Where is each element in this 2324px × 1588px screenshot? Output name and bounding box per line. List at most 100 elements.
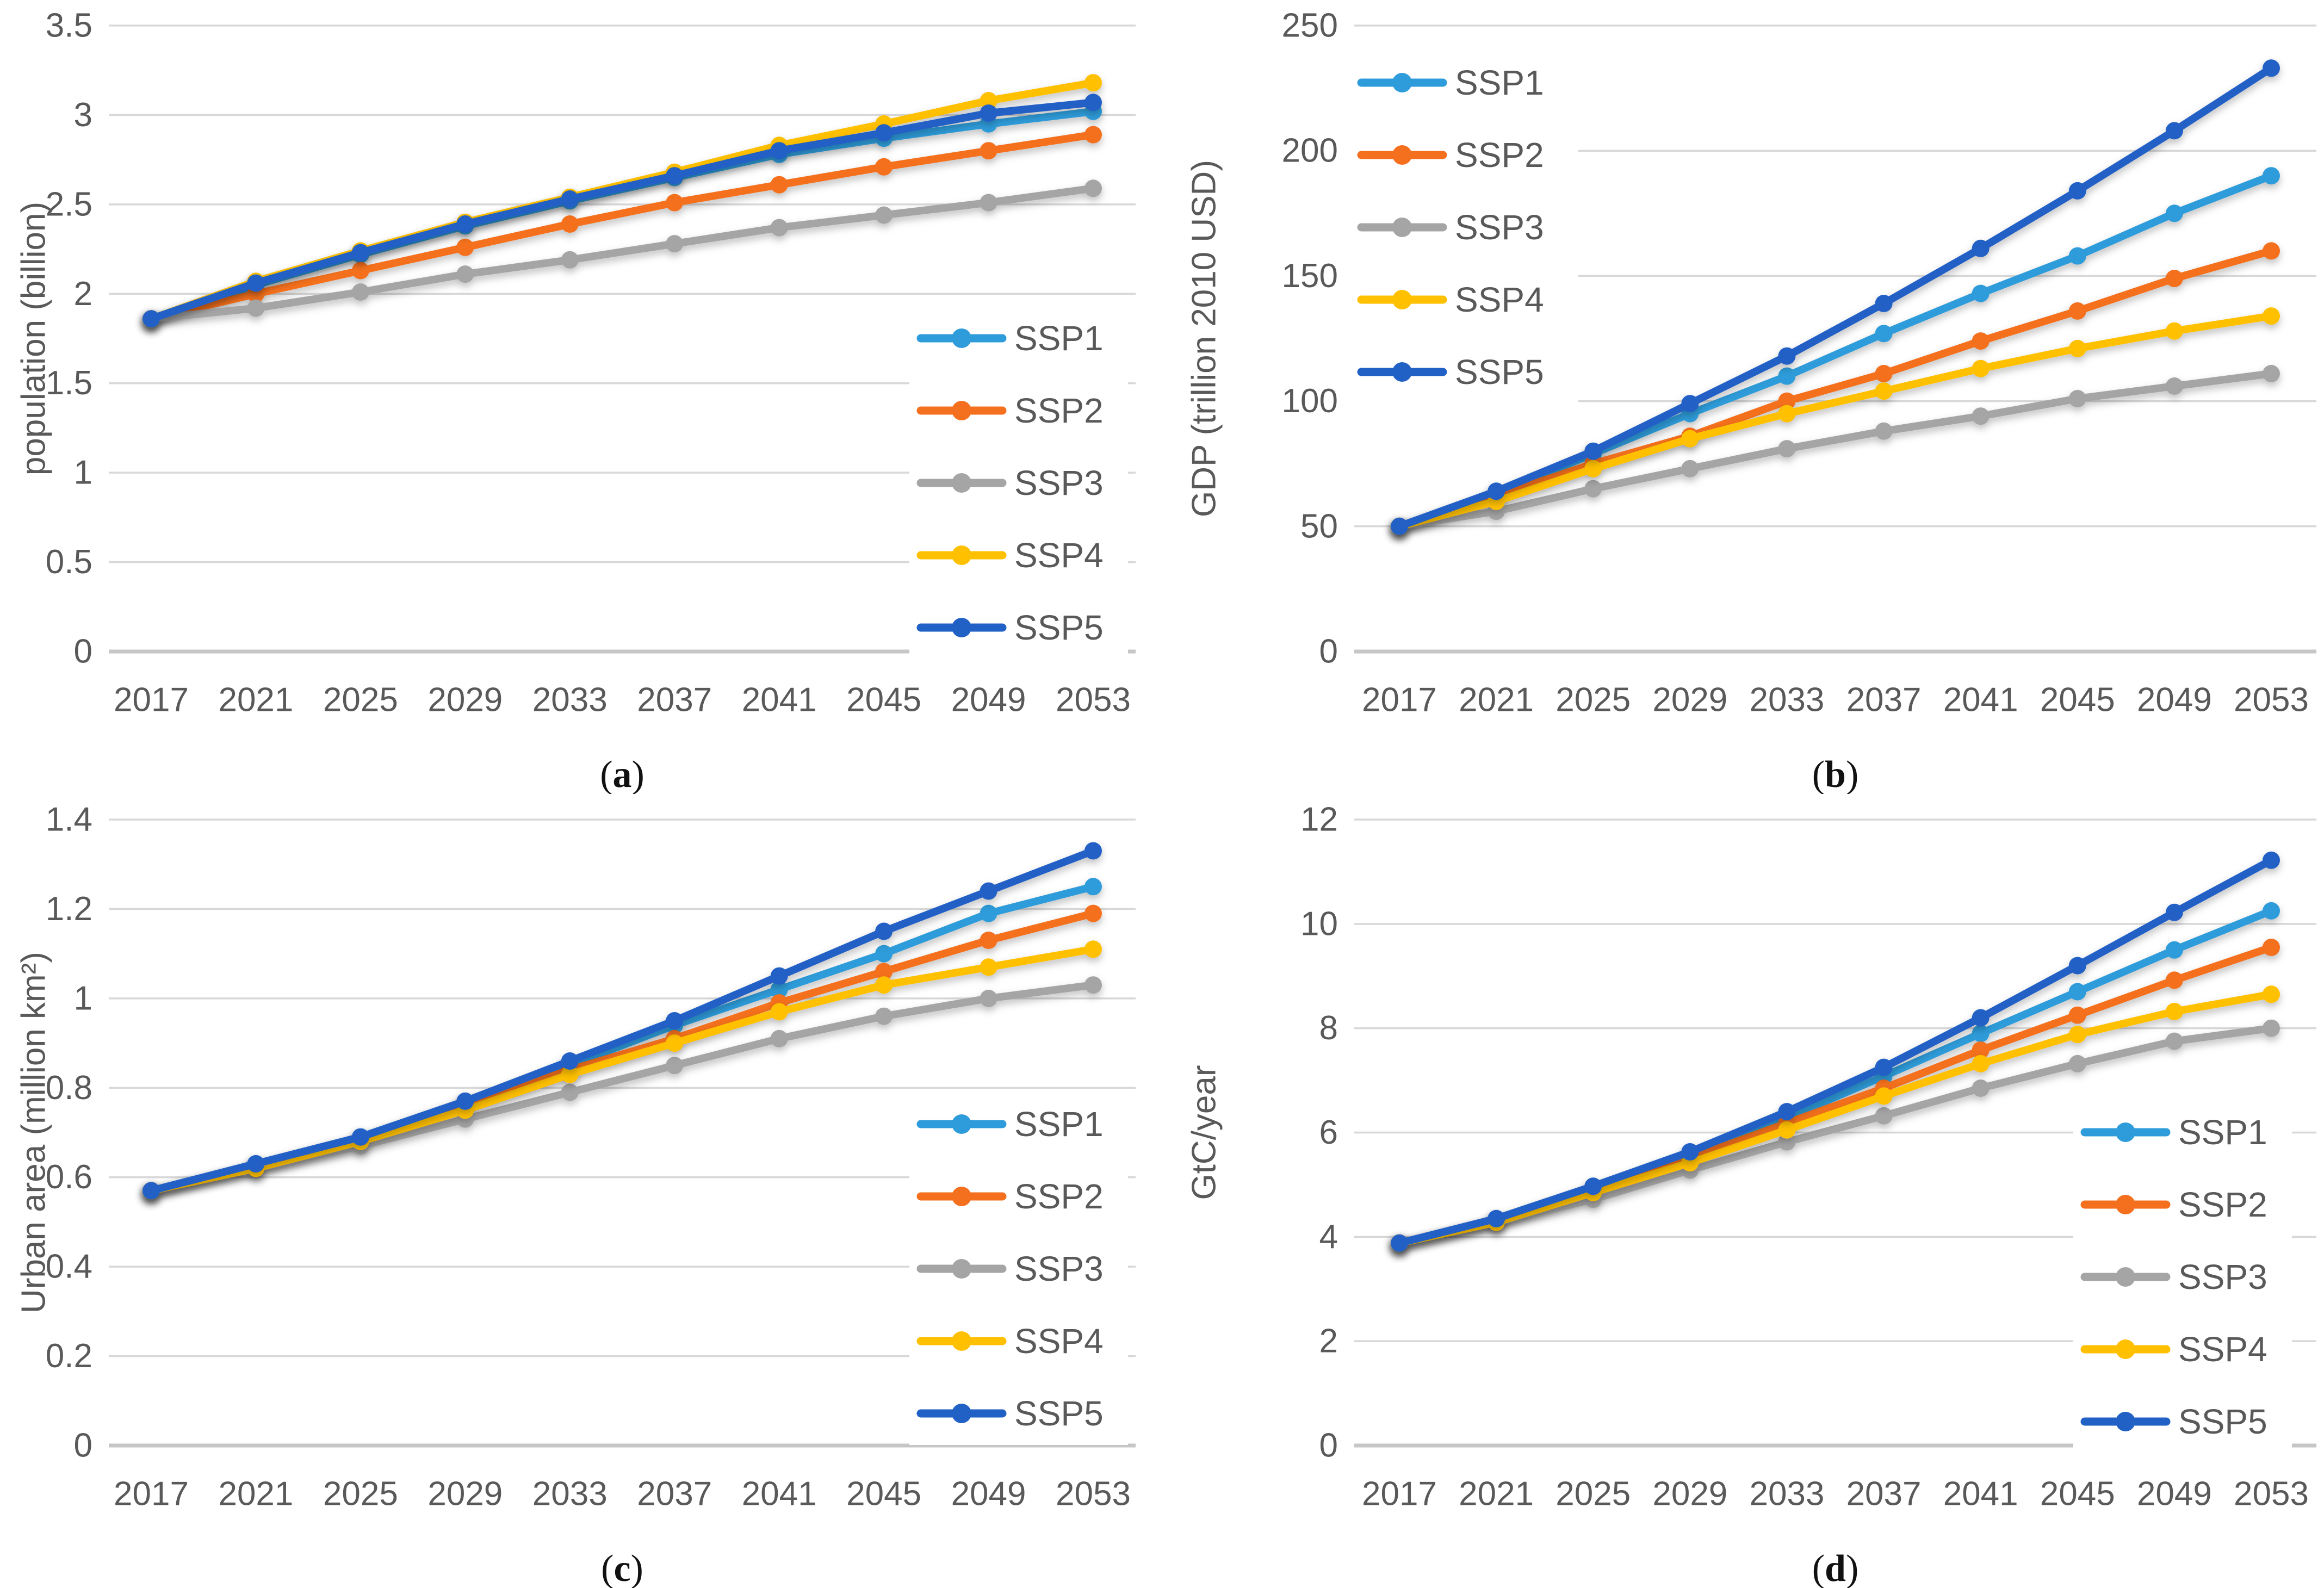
x-tick-label: 2037 xyxy=(1846,1475,1922,1513)
data-point xyxy=(1084,94,1102,111)
data-point xyxy=(980,92,997,110)
x-axis-tick-labels: 2017 2021 2025 2029 2033 2037 2041 2045 2049 2053 xyxy=(1362,1475,2309,1513)
legend-item-ssp4: SSP4 xyxy=(1357,280,1544,319)
data-point xyxy=(1391,1234,1408,1252)
x-tick-label: 2021 xyxy=(1459,1475,1534,1513)
data-point xyxy=(1778,1103,1796,1121)
y-tick-label: 4 xyxy=(1319,1218,1338,1256)
legend-marker-icon xyxy=(2116,1412,2135,1431)
series-line xyxy=(147,945,1097,1195)
legend-item-ssp2: SSP2 xyxy=(916,391,1104,430)
x-tick-label: 2037 xyxy=(1846,681,1922,719)
legend-marker-icon xyxy=(952,1259,971,1279)
data-point xyxy=(980,904,997,922)
data-point xyxy=(1972,1025,1990,1043)
legend-label: SSP3 xyxy=(1014,1249,1104,1288)
x-tick-label: 2037 xyxy=(637,681,712,719)
data-point xyxy=(2068,957,2086,975)
legend-marker-icon xyxy=(1392,290,1412,309)
series-line xyxy=(1396,64,2275,530)
legend-marker-icon xyxy=(952,618,971,637)
data-point xyxy=(247,274,265,292)
x-tick-label: 2021 xyxy=(218,681,293,719)
data-point xyxy=(2165,322,2183,340)
series-line xyxy=(147,184,1097,323)
series-line xyxy=(1396,990,2275,1247)
series-line xyxy=(147,847,1097,1195)
x-tick-label: 2029 xyxy=(427,1475,503,1513)
legend-label: SSP4 xyxy=(1014,1322,1104,1361)
data-point xyxy=(1084,842,1102,860)
data-point xyxy=(142,310,160,328)
x-tick-label: 2025 xyxy=(1555,681,1631,719)
data-point xyxy=(1875,1087,1893,1105)
legend-item-ssp1: SSP1 xyxy=(1357,63,1544,102)
series-line xyxy=(147,131,1097,323)
data-point xyxy=(1681,430,1699,448)
y-tick-label: 2 xyxy=(74,275,92,313)
legend-item-ssp4: SSP4 xyxy=(2080,1330,2267,1369)
data-point xyxy=(1972,1009,1990,1027)
x-tick-label: 2049 xyxy=(2137,1475,2212,1513)
x-tick-label: 2021 xyxy=(1459,681,1534,719)
data-point xyxy=(1875,422,1893,440)
legend-item-ssp5: SSP5 xyxy=(916,1394,1104,1433)
data-point xyxy=(980,882,997,900)
series-ssp4 xyxy=(1391,307,2280,535)
legend-item-ssp2: SSP2 xyxy=(916,1177,1104,1216)
data-point xyxy=(666,194,684,212)
data-point xyxy=(561,1083,579,1101)
legend-item-ssp3: SSP3 xyxy=(916,1249,1104,1288)
data-point xyxy=(1778,440,1796,458)
legend-marker-icon xyxy=(1392,145,1412,165)
legend-label: SSP5 xyxy=(2178,1402,2267,1441)
data-point xyxy=(1778,347,1796,365)
data-point xyxy=(1875,382,1893,400)
legend-marker-icon xyxy=(1392,218,1412,237)
y-tick-label: 0.6 xyxy=(46,1158,92,1196)
data-point xyxy=(2165,1003,2183,1020)
legend-item-ssp5: SSP5 xyxy=(1357,352,1544,392)
data-point xyxy=(2068,302,2086,320)
legend-marker-icon xyxy=(2116,1195,2135,1214)
series-line xyxy=(1396,856,2275,1247)
legend-label: SSP1 xyxy=(1455,63,1544,102)
data-point xyxy=(2165,971,2183,989)
x-tick-label: 2017 xyxy=(114,1475,189,1513)
legend-label: SSP5 xyxy=(1014,608,1104,647)
legend: SSP1 SSP2 SSP3 SSP4 SSP5 xyxy=(909,307,1128,659)
legend-item-ssp3: SSP3 xyxy=(2080,1257,2267,1297)
data-point xyxy=(1681,460,1699,477)
legend-label: SSP1 xyxy=(2178,1113,2267,1152)
data-point xyxy=(770,981,788,998)
x-tick-label: 2029 xyxy=(427,681,503,719)
legend-label: SSP4 xyxy=(1014,536,1104,575)
data-point xyxy=(770,1003,788,1021)
data-point xyxy=(1391,517,1408,535)
x-tick-label: 2033 xyxy=(1749,681,1824,719)
data-point xyxy=(666,235,684,253)
carbon-chart-canvas: 0 2 4 6 8 10 12 2017 2021 2025 2029 2033 2037 2041 204… xyxy=(1186,801,2316,1588)
x-tick-label: 2025 xyxy=(323,1475,398,1513)
data-point xyxy=(2165,903,2183,921)
legend-marker-icon xyxy=(952,1187,971,1206)
legend-item-ssp5: SSP5 xyxy=(916,608,1104,647)
y-axis-tick-labels: 0 0.5 1 1.5 2 2.5 3 3.5 xyxy=(46,7,92,671)
legend-label: SSP3 xyxy=(1455,208,1544,247)
x-tick-label: 2017 xyxy=(1362,681,1437,719)
y-tick-label: 1.5 xyxy=(46,364,92,402)
legend-label: SSP2 xyxy=(2178,1185,2267,1224)
x-tick-label: 2029 xyxy=(1652,1475,1727,1513)
data-point xyxy=(2068,1054,2086,1072)
x-tick-label: 2033 xyxy=(532,681,608,719)
legend-item-ssp2: SSP2 xyxy=(1357,135,1544,175)
data-point xyxy=(875,945,893,963)
y-axis-title: population (billion) xyxy=(15,202,53,475)
data-point xyxy=(1972,407,1990,425)
y-tick-label: 1 xyxy=(74,454,92,492)
data-point xyxy=(1488,1209,1505,1227)
data-point xyxy=(1584,480,1602,498)
data-point xyxy=(2263,902,2280,920)
data-point xyxy=(1778,405,1796,423)
legend-item-ssp4: SSP4 xyxy=(916,536,1104,575)
